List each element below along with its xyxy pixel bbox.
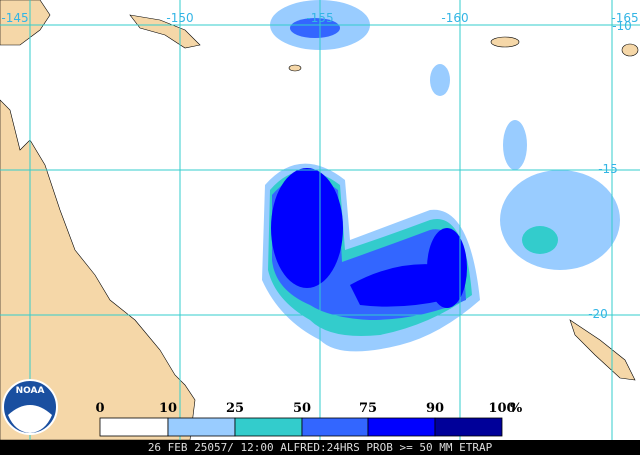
precip-area: [290, 18, 340, 38]
precip-area: [350, 264, 445, 307]
legend-swatch: [234, 417, 303, 437]
legend-swatch: [434, 417, 503, 437]
longitude-label: -145: [1, 11, 28, 25]
logo: NOAA: [2, 379, 58, 435]
legend-label: 90: [426, 401, 444, 416]
legend-label: 50: [293, 401, 311, 416]
legend-label: 0: [95, 401, 104, 416]
legend-swatch: [167, 417, 236, 437]
graticule: [0, 0, 640, 440]
legend-label: 10: [159, 401, 177, 416]
precip-area: [503, 120, 527, 170]
longitude-label: -150: [166, 11, 193, 25]
legend-swatch: [367, 417, 436, 437]
legend-swatch: [99, 417, 169, 437]
land: [0, 0, 51, 46]
legend-label: 25: [226, 401, 244, 416]
legend-swatch: [301, 417, 369, 437]
latitude-label: -15: [598, 162, 618, 176]
longitude-label: -160: [441, 11, 468, 25]
legend-unit: %: [510, 401, 523, 416]
island: [490, 36, 520, 48]
logo-text: NOAA: [16, 386, 45, 396]
island: [621, 43, 639, 57]
legend-label: 75: [359, 401, 377, 416]
caption-bar: [0, 440, 640, 455]
precip: [262, 0, 620, 352]
island: [569, 319, 636, 381]
longitude-label: -155: [306, 11, 333, 25]
legend-label: 100: [488, 401, 515, 416]
latitude-label: -10: [612, 19, 632, 33]
precip-area: [271, 168, 343, 288]
island: [288, 64, 302, 72]
caption: 26 FEB 25057/ 12:00 ALFRED:24HRS PROB >=…: [148, 441, 493, 454]
precip-area: [522, 226, 558, 254]
longitude-label: -165: [611, 11, 638, 25]
precip-area: [500, 170, 620, 270]
island: [129, 14, 201, 49]
precip-area: [430, 64, 450, 96]
latitude-label: -20: [588, 307, 608, 321]
land: [0, 99, 196, 441]
